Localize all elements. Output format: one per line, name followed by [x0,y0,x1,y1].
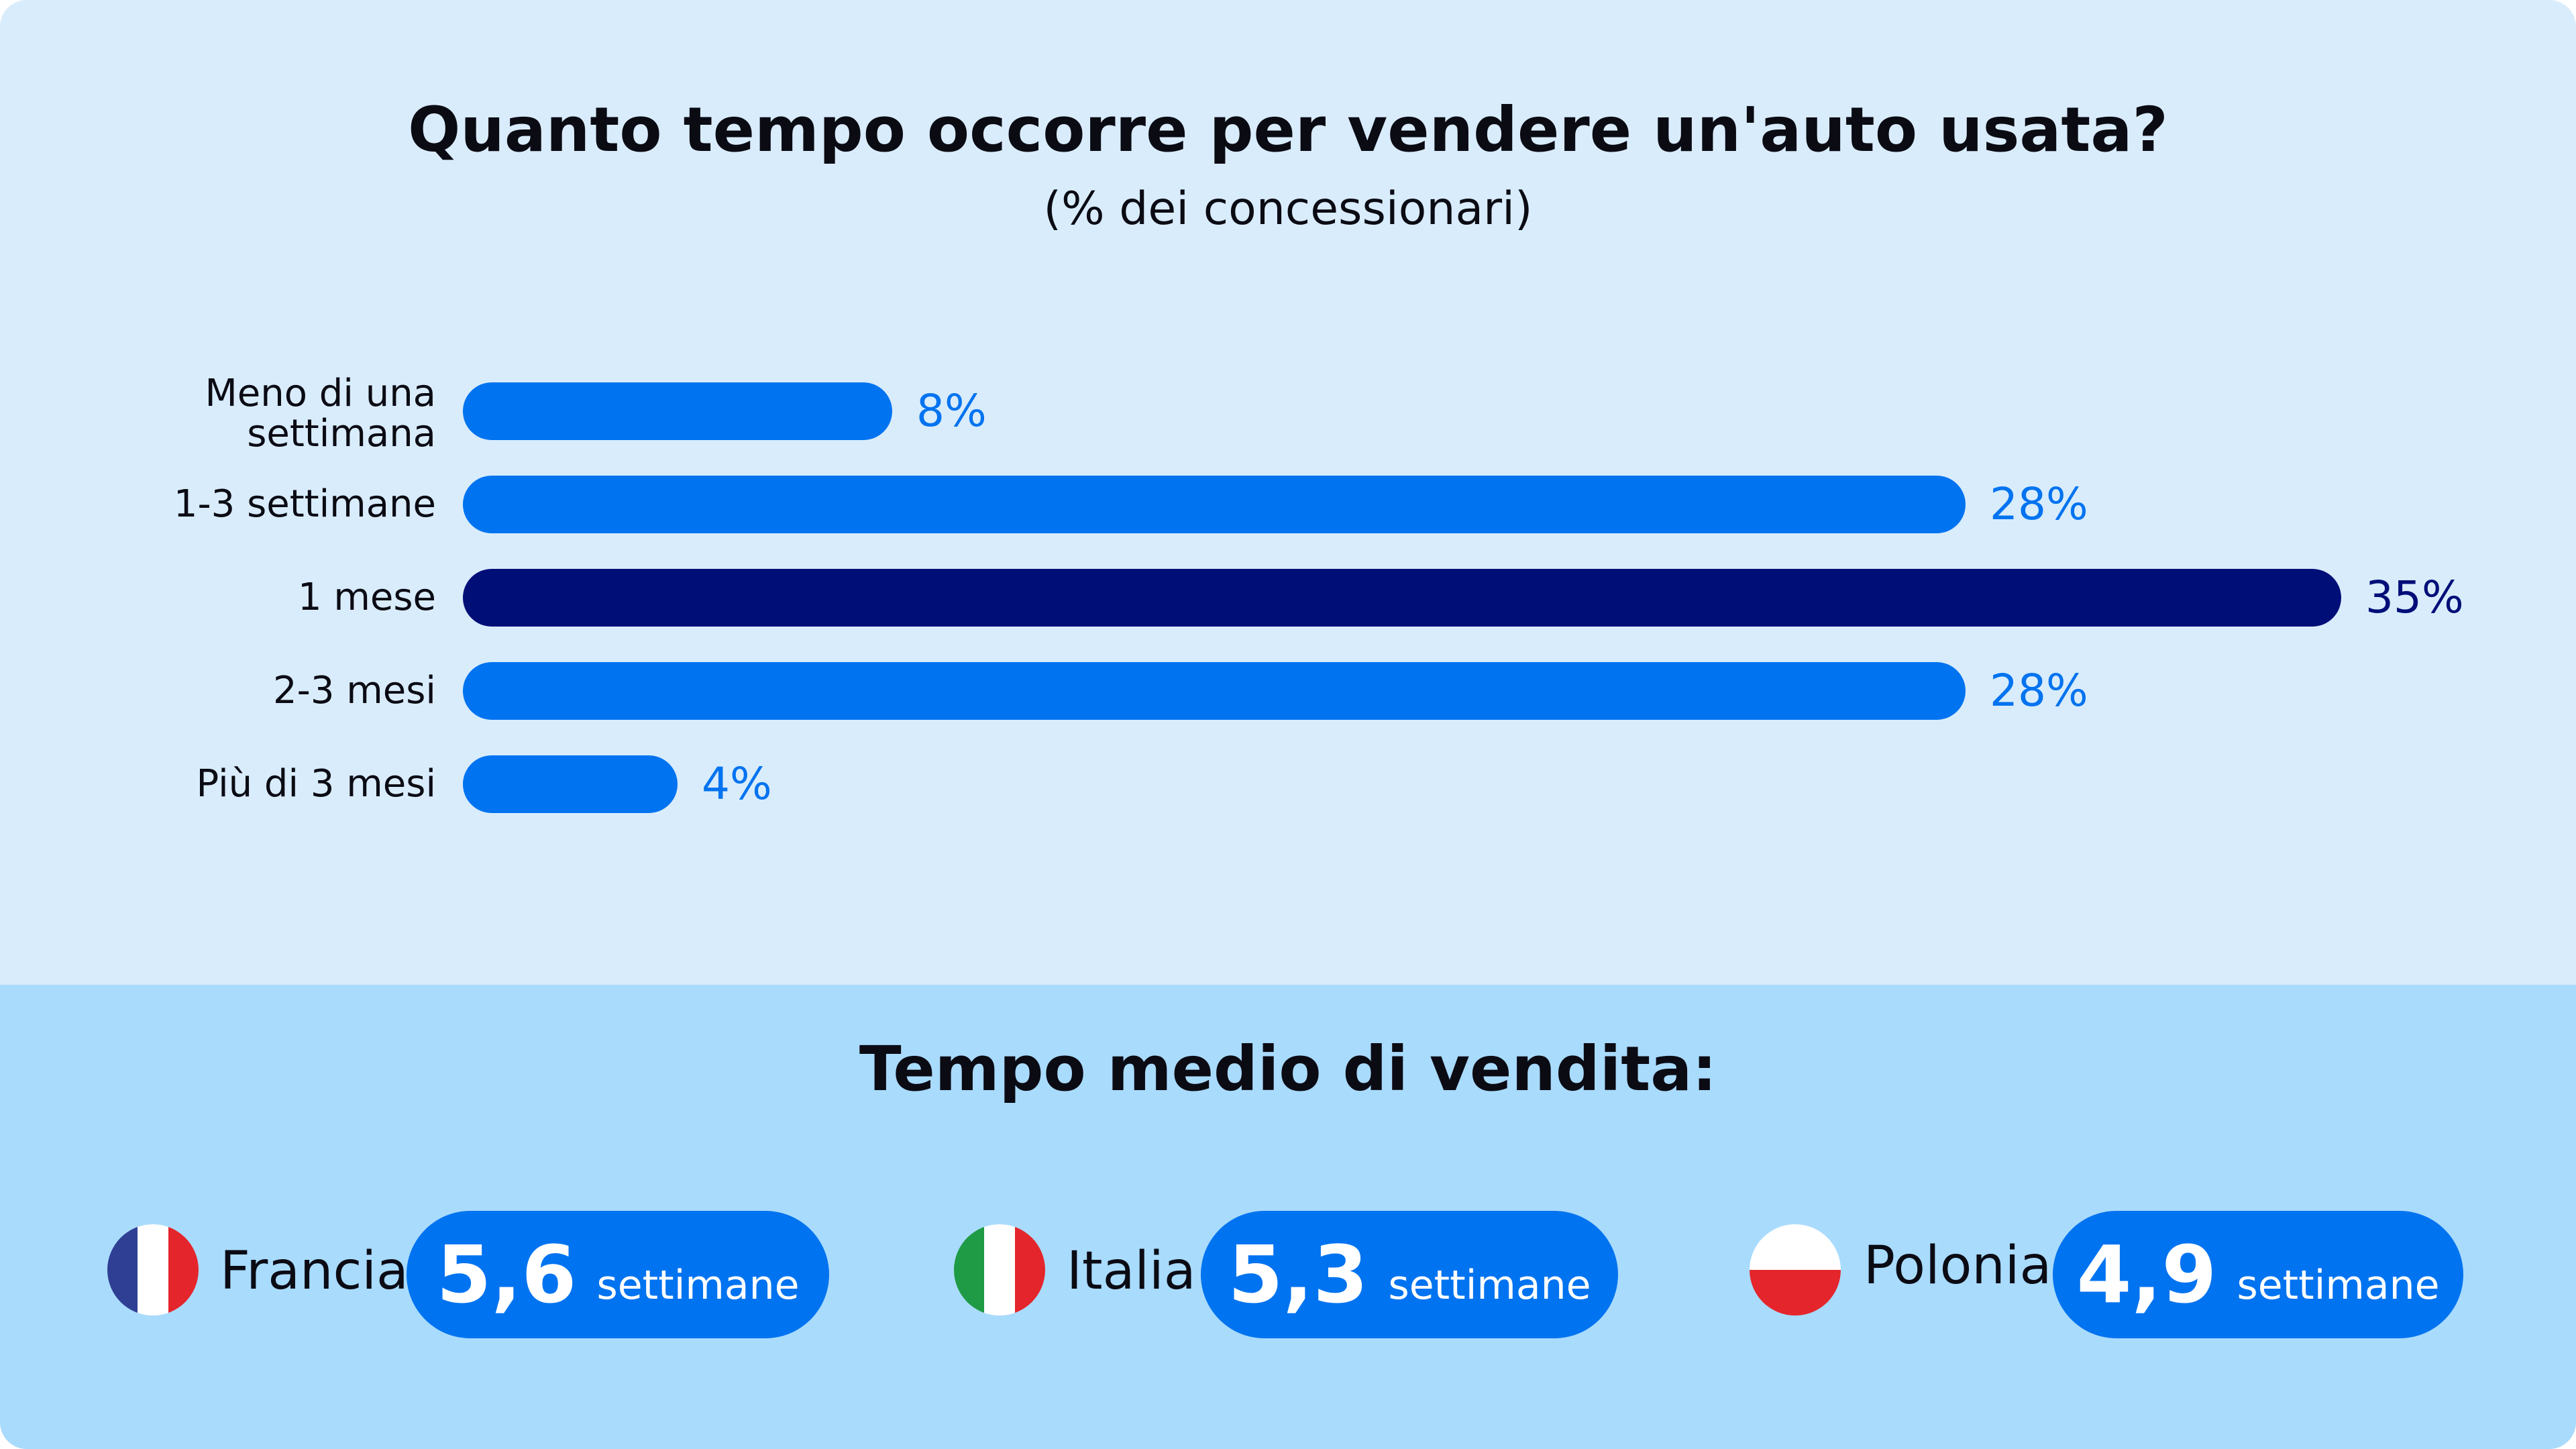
chart-subtitle: (% dei concessionari) [1043,182,1533,235]
france-flag-icon [107,1224,199,1316]
average-pill: 5,6 settimane [407,1211,829,1338]
chart-title: Quanto tempo occorre per vendere un'auto… [408,94,2168,166]
category-label: 1-3 settimane [173,482,436,526]
average-pill: 5,3 settimane [1201,1211,1618,1338]
category-label: Meno di una settimana [205,372,436,455]
bar [463,662,1966,720]
category-label: Più di 3 mesi [196,762,436,806]
average-unit: settimane [1388,1262,1591,1309]
poland-flag-icon [1750,1224,1841,1316]
average-value: 5,6 [436,1228,577,1321]
value-label: 28% [1990,665,2088,716]
average-unit: settimane [596,1262,800,1309]
category-label: 2-3 mesi [272,669,436,712]
average-pill: 4,9 settimane [2053,1211,2463,1338]
value-label: 35% [2365,572,2464,623]
bar [463,755,678,813]
average-value: 4,9 [2076,1228,2217,1321]
chart-section: Quanto tempo occorre per vendere un'auto… [173,94,2464,813]
country-name: Francia [220,1241,409,1301]
country-name: Italia [1067,1241,1196,1301]
average-unit: settimane [2237,1262,2440,1309]
category-label: 1 mese [297,576,436,619]
bar [463,382,892,440]
bar [463,476,1966,533]
bar [463,569,2341,627]
italy-flag-icon [954,1224,1045,1316]
average-value: 5,3 [1228,1228,1368,1321]
value-label: 28% [1990,478,2088,530]
country-name: Polonia [1864,1236,2052,1296]
bar-chart: Meno di una settimana 8% 1-3 settimane 28% 1… [173,372,2464,813]
value-label: 8% [916,385,987,437]
average-title: Tempo medio di vendita: [859,1033,1717,1105]
value-label: 4% [702,758,772,810]
